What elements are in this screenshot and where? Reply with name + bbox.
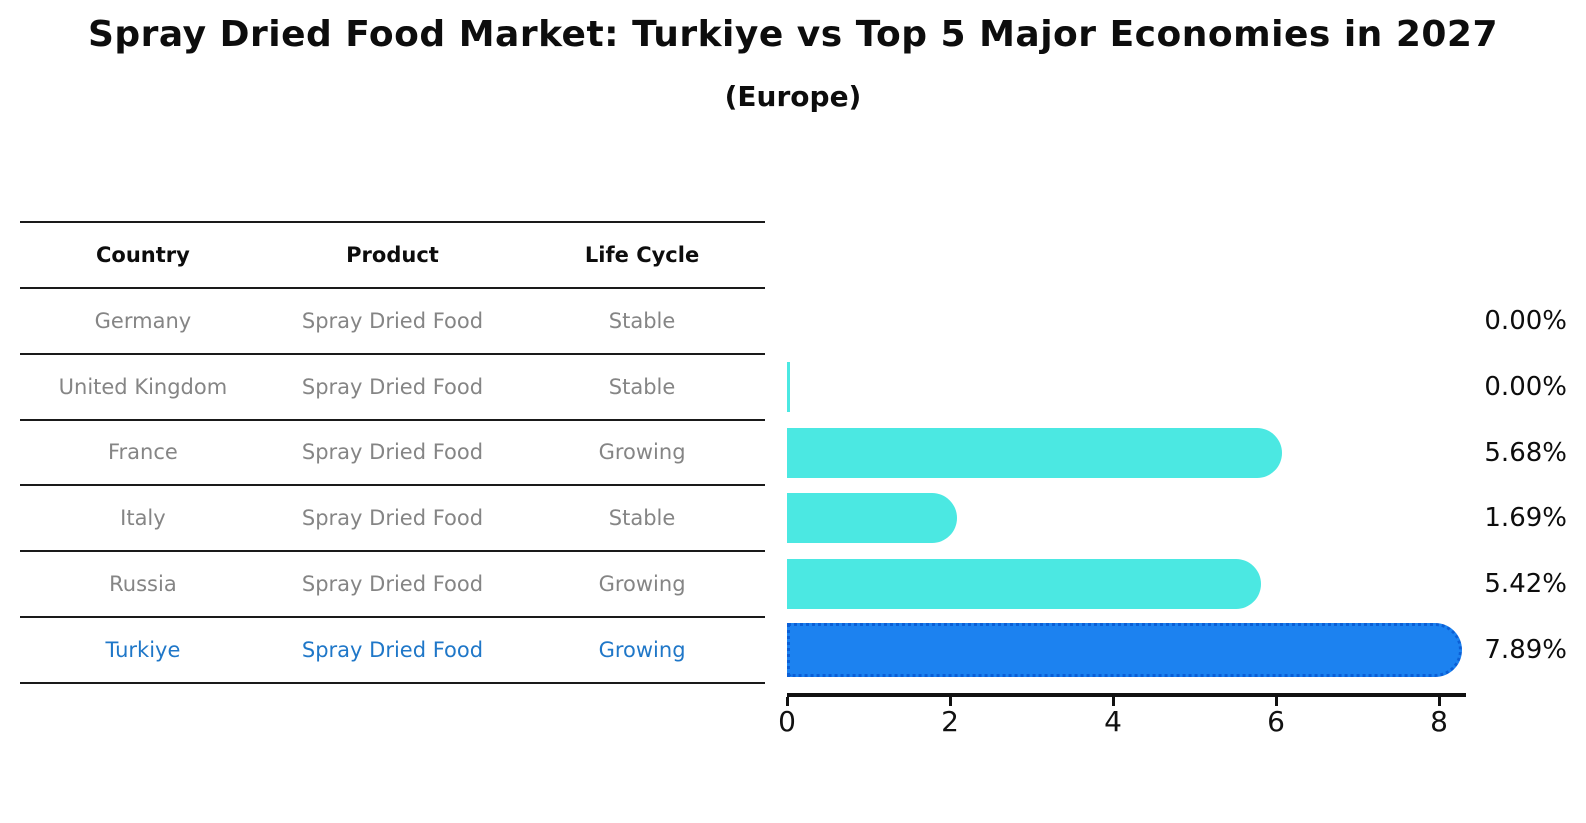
col-header-lifecycle: Life Cycle bbox=[584, 242, 700, 267]
table-cell-country: Italy bbox=[120, 506, 166, 531]
table-divider bbox=[20, 286, 765, 289]
table-cell-product: Spray Dried Food bbox=[301, 440, 484, 465]
table-cell-lifecycle: Stable bbox=[608, 374, 676, 399]
table-cell-product: Spray Dried Food bbox=[301, 374, 484, 399]
bar-value-label: 1.69% bbox=[1484, 503, 1567, 534]
page-title: Spray Dried Food Market: Turkiye vs Top … bbox=[87, 14, 1499, 55]
bar-italy bbox=[787, 493, 957, 544]
table-cell-product: Spray Dried Food bbox=[301, 308, 484, 333]
table-row: Russia Spray Dried Food Growing bbox=[20, 551, 765, 617]
table-cell-country: Germany bbox=[94, 308, 192, 333]
bar-value-label: 5.42% bbox=[1484, 569, 1567, 600]
table-cell-product: Spray Dried Food bbox=[301, 638, 484, 663]
page-subtitle: (Europe) bbox=[724, 80, 862, 113]
x-axis-tick-label: 6 bbox=[1267, 705, 1285, 738]
bar-russia bbox=[787, 559, 1261, 610]
table-row: Italy Spray Dried Food Stable bbox=[20, 485, 765, 551]
table-cell-country: United Kingdom bbox=[58, 374, 228, 399]
table-divider bbox=[20, 352, 765, 355]
table-divider bbox=[20, 418, 765, 421]
bar-value-label: 5.68% bbox=[1484, 437, 1567, 468]
table-cell-country: Turkiye bbox=[105, 638, 181, 663]
table-divider bbox=[20, 682, 765, 684]
table-cell-lifecycle: Growing bbox=[598, 572, 686, 597]
x-axis-tick-label: 4 bbox=[1104, 705, 1122, 738]
table-cell-lifecycle: Stable bbox=[608, 506, 676, 531]
x-axis-tick bbox=[1111, 697, 1115, 706]
x-axis-tick bbox=[785, 697, 789, 706]
x-axis-tick-label: 2 bbox=[941, 705, 959, 738]
table-cell-product: Spray Dried Food bbox=[301, 572, 484, 597]
table-divider bbox=[20, 550, 765, 553]
x-axis-tick-label: 8 bbox=[1430, 705, 1448, 738]
table-cell-product: Spray Dried Food bbox=[301, 506, 484, 531]
table-divider bbox=[20, 616, 765, 619]
table-header-row: Country Product Life Cycle bbox=[20, 222, 765, 288]
x-axis-tick bbox=[1274, 697, 1278, 706]
bar-turkiye bbox=[787, 623, 1463, 678]
table-cell-lifecycle: Growing bbox=[598, 440, 686, 465]
table-cell-country: France bbox=[108, 440, 178, 465]
x-axis-tick bbox=[1437, 697, 1441, 706]
table-row: France Spray Dried Food Growing bbox=[20, 420, 765, 486]
bar-value-label: 0.00% bbox=[1484, 305, 1567, 336]
table-row: United Kingdom Spray Dried Food Stable bbox=[20, 354, 765, 420]
x-axis-tick bbox=[948, 697, 952, 706]
table-divider bbox=[20, 484, 765, 487]
table-row: Turkiye Spray Dried Food Growing bbox=[20, 617, 765, 683]
table-cell-lifecycle: Stable bbox=[608, 308, 676, 333]
bar-value-label: 7.89% bbox=[1484, 635, 1567, 666]
table-divider bbox=[20, 221, 765, 223]
x-axis-line bbox=[787, 693, 1466, 697]
bar-france bbox=[787, 427, 1282, 478]
table-cell-lifecycle: Growing bbox=[598, 638, 686, 663]
bar-united-kingdom bbox=[787, 361, 790, 412]
x-axis-tick-label: 0 bbox=[778, 705, 796, 738]
col-header-product: Product bbox=[346, 242, 439, 267]
col-header-country: Country bbox=[96, 242, 190, 267]
bar-value-label: 0.00% bbox=[1484, 371, 1567, 402]
table-cell-country: Russia bbox=[109, 572, 177, 597]
table-row: Germany Spray Dried Food Stable bbox=[20, 288, 765, 354]
